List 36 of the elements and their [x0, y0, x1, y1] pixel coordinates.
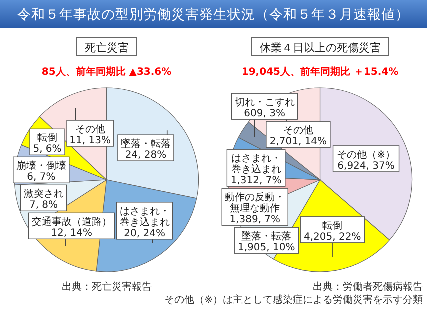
data-label: 1,905, 10%: [238, 242, 296, 254]
slice-label: その他: [283, 124, 314, 137]
data-label: 2,701, 14%: [270, 136, 328, 148]
source-note: 出典：死亡災害報告: [62, 281, 152, 293]
slice-label: 転倒: [38, 133, 58, 144]
data-label: 12, 14%: [51, 228, 92, 240]
data-label: 1,312, 7%: [230, 176, 282, 187]
slice-label: 崩壊・倒壊: [16, 160, 66, 172]
chart-title: 休業４日以上の死傷災害: [260, 42, 381, 54]
slice-label: 動作の反動・無理な動作: [225, 192, 286, 215]
data-label: 24, 28%: [125, 150, 167, 162]
slice-label: 交通事故（道路）: [32, 216, 112, 228]
text: 令和５年事故の型別労働災害発生状況（令和５年３月速報値）: [18, 7, 410, 23]
data-label: 609, 3%: [244, 108, 286, 120]
data-label: 11, 13%: [70, 136, 111, 147]
data-label: 1,389, 7%: [230, 214, 281, 226]
slice-label: 激突され: [24, 188, 64, 200]
data-label: 7, 8%: [29, 200, 58, 212]
text: その他（※）は主として感染症による労働災害を示す分類: [164, 294, 423, 306]
chart-title: 死亡災害: [84, 42, 129, 54]
data-label: 6, 7%: [27, 172, 56, 184]
slice-label: その他（※）: [337, 148, 396, 161]
data-label: 6,924, 37%: [338, 160, 395, 172]
slice-label: 墜落・転落: [120, 138, 171, 150]
chart-subtitle: 85人、前年同期比 ▲33.6%: [42, 66, 172, 78]
chart-subtitle: 19,045人、前年同期比 ＋15.4%: [242, 66, 399, 78]
slice-label: 転倒: [322, 220, 343, 232]
slice-label: はさまれ・巻き込まれ: [231, 154, 282, 176]
data-label: 5, 6%: [33, 144, 62, 156]
data-label: 20, 24%: [124, 228, 166, 240]
slice-label: 切れ・こすれ: [234, 96, 295, 109]
slice-label: はさまれ・巻き込まれ: [120, 206, 170, 228]
source-note: 出典：労働者死傷病報告: [313, 281, 423, 293]
slice-label: その他: [75, 124, 106, 136]
data-label: 4,205, 22%: [304, 232, 362, 243]
slice-label: 墜落・転落: [242, 230, 292, 243]
